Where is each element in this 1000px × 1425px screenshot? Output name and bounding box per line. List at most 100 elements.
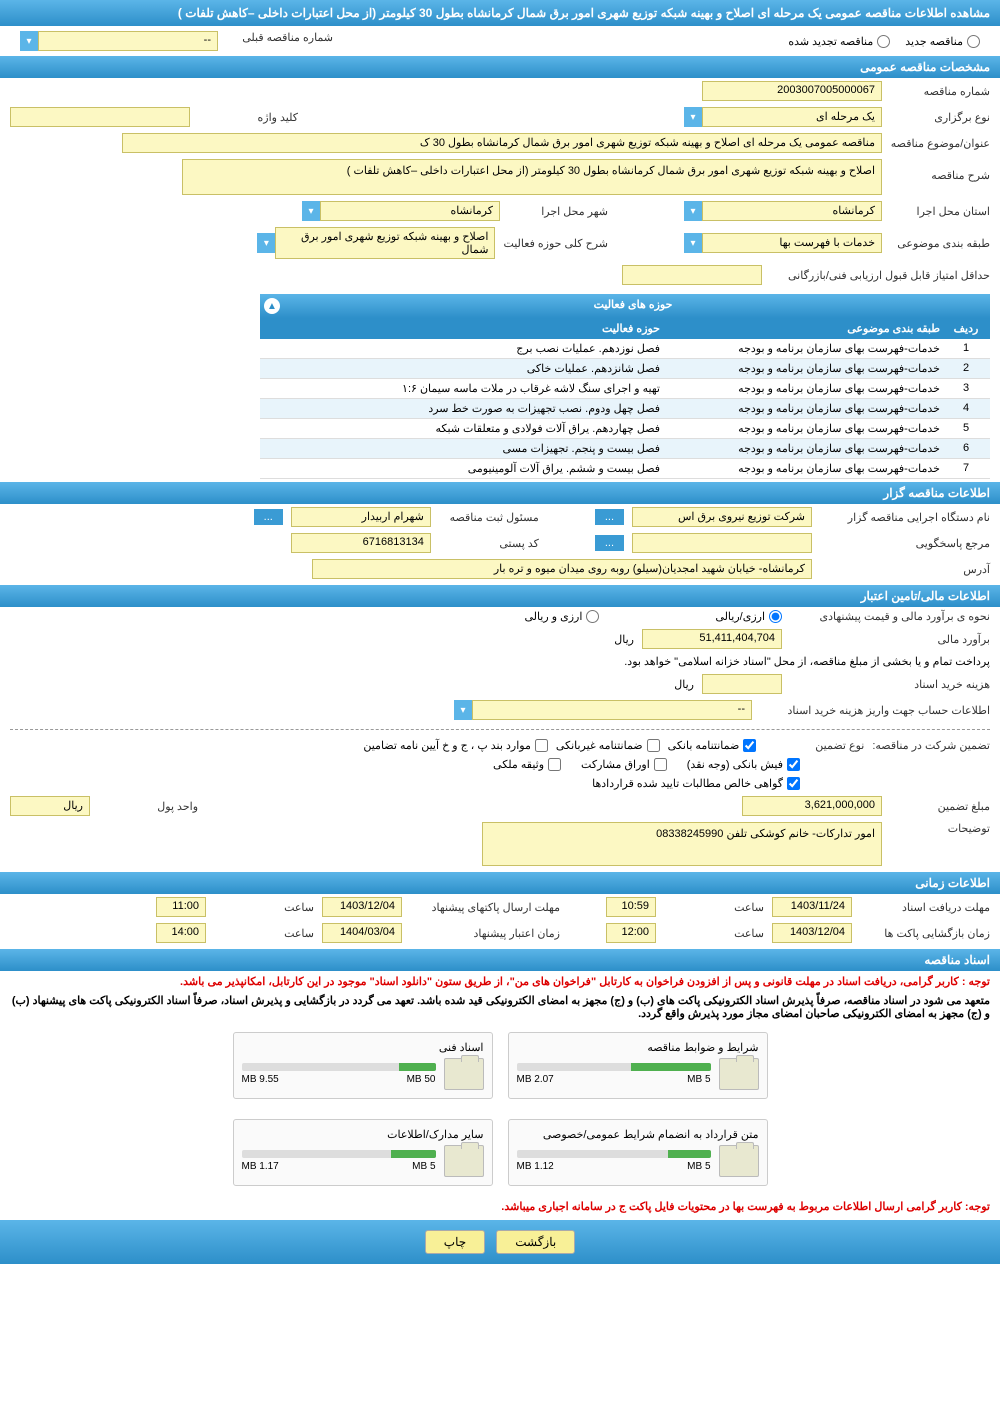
- envelope-deadline-time: 11:00: [156, 897, 206, 917]
- registrar-label: مسئول ثبت مناقصه: [439, 511, 539, 524]
- validity-time: 14:00: [156, 923, 206, 943]
- unit-rial: ریال: [614, 633, 634, 646]
- tender-type-dropdown[interactable]: یک مرحله ای ▾: [684, 107, 882, 127]
- bank-checkbox[interactable]: [743, 739, 756, 752]
- min-score-field[interactable]: [622, 265, 762, 285]
- collapse-icon[interactable]: ▲: [264, 298, 280, 314]
- foreign-option-label: ارزی و ریالی: [524, 610, 582, 623]
- subject-field: مناقصه عمومی یک مرحله ای اصلاح و بهینه ش…: [122, 133, 882, 153]
- table-row: 3خدمات-فهرست بهای سازمان برنامه و بودجهت…: [260, 379, 990, 399]
- keyword-label: کلید واژه: [198, 111, 298, 124]
- responder-lookup-button[interactable]: ...: [595, 535, 624, 551]
- estimate-label: برآورد مالی: [790, 633, 990, 646]
- receivables-checkbox[interactable]: [787, 777, 800, 790]
- org-field: شرکت توزیع نیروی برق اس: [632, 507, 812, 527]
- guarantee-type-label: نوع تضمین: [764, 739, 864, 752]
- province-label: استان محل اجرا: [890, 205, 990, 218]
- folder-icon: [719, 1058, 759, 1090]
- tender-number-field: 2003007005000067: [702, 81, 882, 101]
- file-card[interactable]: شرایط و ضوابط مناقصه 5 MB2.07 MB: [508, 1032, 768, 1099]
- securities-checkbox[interactable]: [654, 758, 667, 771]
- chevron-down-icon[interactable]: ▾: [684, 233, 702, 253]
- tender-number-label: شماره مناقصه: [890, 85, 990, 98]
- chevron-down-icon[interactable]: ▾: [257, 233, 275, 253]
- activity-desc-dropdown[interactable]: اصلاح و بهینه شبکه توزیع شهری امور برق ش…: [257, 227, 495, 259]
- chevron-down-icon[interactable]: ▾: [684, 107, 702, 127]
- estimate-field: 51,411,404,704: [642, 629, 782, 649]
- bondp-checkbox[interactable]: [535, 739, 548, 752]
- account-value: --: [472, 700, 752, 720]
- keyword-field[interactable]: [10, 107, 190, 127]
- nonbank-checkbox[interactable]: [647, 739, 660, 752]
- open-label: زمان بازگشایی پاکت ها: [860, 927, 990, 940]
- new-tender-radio[interactable]: [967, 35, 980, 48]
- organizer-section-title: اطلاعات مناقصه گزار: [0, 482, 1000, 504]
- print-button[interactable]: چاپ: [425, 1230, 485, 1254]
- timing-section-title: اطلاعات زمانی: [0, 872, 1000, 894]
- subject-label: عنوان/موضوع مناقصه: [890, 137, 990, 150]
- org-lookup-button[interactable]: ...: [595, 509, 624, 525]
- chevron-down-icon[interactable]: ▾: [454, 700, 472, 720]
- new-tender-label: مناقصه جدید: [905, 35, 963, 48]
- doc-cost-unit: ریال: [674, 678, 694, 691]
- envelope-deadline-date: 1403/12/04: [322, 897, 402, 917]
- cash-checkbox[interactable]: [787, 758, 800, 771]
- rial-option-label: ارزی/ریالی: [715, 610, 765, 623]
- province-value: کرمانشاه: [702, 201, 882, 221]
- tender-type-label: نوع برگزاری: [890, 111, 990, 124]
- file-card[interactable]: متن قرارداد به انضمام شرایط عمومی/خصوصی …: [508, 1119, 768, 1186]
- tender-type-value: یک مرحله ای: [702, 107, 882, 127]
- activity-desc-label: شرح کلی حوزه فعالیت: [503, 237, 608, 250]
- desc-label: شرح مناقصه: [890, 159, 990, 182]
- table-row: 5خدمات-فهرست بهای سازمان برنامه و بودجهف…: [260, 419, 990, 439]
- account-dropdown[interactable]: -- ▾: [454, 700, 752, 720]
- registrar-field: شهرام اربیدار: [291, 507, 431, 527]
- guarantee-notes-label: توضیحات: [890, 822, 990, 835]
- city-dropdown[interactable]: کرمانشاه ▾: [302, 201, 500, 221]
- foreign-radio[interactable]: [586, 610, 599, 623]
- doc-cost-label: هزینه خرید اسناد: [790, 678, 990, 691]
- rial-radio[interactable]: [769, 610, 782, 623]
- unit-label: واحد پول: [98, 800, 198, 813]
- envelope-deadline-label: مهلت ارسال پاکتهای پیشنهاد: [410, 901, 560, 914]
- city-label: شهر محل اجرا: [508, 205, 608, 218]
- category-dropdown[interactable]: خدمات با فهرست بها ▾: [684, 233, 882, 253]
- chevron-down-icon[interactable]: ▾: [302, 201, 320, 221]
- activities-columns: ردیف طبقه بندی موضوعی حوزه فعالیت: [260, 318, 990, 339]
- guarantee-amount-label: مبلغ تضمین: [890, 800, 990, 813]
- prev-number-label: شماره مناقصه قبلی: [233, 31, 333, 51]
- general-section-title: مشخصات مناقصه عمومی: [0, 56, 1000, 78]
- city-value: کرمانشاه: [320, 201, 500, 221]
- estimate-method-label: نحوه ی برآورد مالی و قیمت پیشنهادی: [790, 610, 990, 623]
- address-label: آدرس: [820, 563, 990, 576]
- responder-field[interactable]: [632, 533, 812, 553]
- renewed-tender-label: مناقصه تجدید شده: [788, 35, 873, 48]
- folder-icon: [719, 1145, 759, 1177]
- validity-date: 1404/03/04: [322, 923, 402, 943]
- desc-field: اصلاح و بهینه شبکه توزیع شهری امور برق ش…: [182, 159, 882, 195]
- chevron-down-icon[interactable]: ▾: [20, 31, 38, 51]
- table-row: 6خدمات-فهرست بهای سازمان برنامه و بودجهف…: [260, 439, 990, 459]
- guarantee-notes-field: امور تدارکات- خانم کوشکی تلفن 0833824599…: [482, 822, 882, 866]
- doc-cost-field[interactable]: [702, 674, 782, 694]
- doc-receive-time: 10:59: [606, 897, 656, 917]
- file-card[interactable]: اسناد فنی 50 MB9.55 MB: [233, 1032, 493, 1099]
- guarantee-title: تضمین شرکت در مناقصه:: [872, 739, 990, 752]
- documents-section-title: اسناد مناقصه: [0, 949, 1000, 971]
- registrar-lookup-button[interactable]: ...: [254, 509, 283, 525]
- property-checkbox[interactable]: [548, 758, 561, 771]
- chevron-down-icon[interactable]: ▾: [684, 201, 702, 221]
- prev-number-dropdown[interactable]: -- ▾: [20, 31, 218, 51]
- activity-desc-value: اصلاح و بهینه شبکه توزیع شهری امور برق ش…: [275, 227, 495, 259]
- payment-note: پرداخت تمام و یا بخشی از مبلغ مناقصه، از…: [624, 655, 990, 668]
- back-button[interactable]: بازگشت: [496, 1230, 575, 1254]
- documents-notice2: متعهد می شود در اسناد مناقصه، صرفاً پذیر…: [0, 992, 1000, 1022]
- folder-icon: [444, 1145, 484, 1177]
- renewed-tender-radio[interactable]: [877, 35, 890, 48]
- open-date: 1403/12/04: [772, 923, 852, 943]
- category-label: طبقه بندی موضوعی: [890, 237, 990, 250]
- open-time: 12:00: [606, 923, 656, 943]
- address-field: کرمانشاه- خیابان شهید امجدیان(سیلو) روبه…: [312, 559, 812, 579]
- province-dropdown[interactable]: کرمانشاه ▾: [684, 201, 882, 221]
- file-card[interactable]: سایر مدارک/اطلاعات 5 MB1.17 MB: [233, 1119, 493, 1186]
